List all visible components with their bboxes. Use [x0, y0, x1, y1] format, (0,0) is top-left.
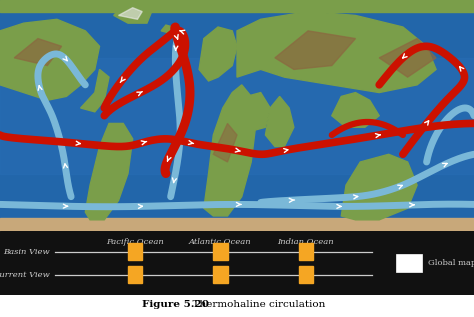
- Text: Figure 5.20: Figure 5.20: [142, 300, 209, 309]
- Polygon shape: [213, 123, 237, 162]
- Polygon shape: [389, 62, 403, 81]
- Polygon shape: [379, 39, 436, 77]
- Bar: [299, 266, 313, 283]
- Bar: [128, 266, 142, 283]
- Polygon shape: [81, 69, 109, 112]
- Polygon shape: [199, 27, 237, 81]
- Bar: [0, 0, 474, 12]
- Bar: [0, 218, 474, 231]
- Text: Atlantic Ocean: Atlantic Ocean: [189, 238, 252, 246]
- Bar: [213, 266, 228, 283]
- Polygon shape: [161, 25, 173, 33]
- Polygon shape: [332, 93, 379, 127]
- Bar: [213, 243, 228, 260]
- Polygon shape: [85, 123, 133, 220]
- Text: Thermohaline circulation: Thermohaline circulation: [186, 300, 325, 309]
- Polygon shape: [265, 96, 294, 146]
- Text: Pacific Ocean: Pacific Ocean: [106, 238, 164, 246]
- Polygon shape: [237, 12, 436, 93]
- Bar: [396, 254, 422, 272]
- Polygon shape: [242, 93, 270, 131]
- Polygon shape: [14, 39, 62, 66]
- Polygon shape: [114, 4, 152, 23]
- Polygon shape: [341, 154, 417, 220]
- Text: Basin View: Basin View: [3, 248, 50, 256]
- Bar: [0, 58, 474, 174]
- Text: Global map: Global map: [428, 259, 474, 267]
- Bar: [299, 243, 313, 260]
- Polygon shape: [204, 85, 256, 216]
- Text: Indian Ocean: Indian Ocean: [277, 238, 334, 246]
- Polygon shape: [118, 8, 142, 19]
- Bar: [128, 243, 142, 260]
- Text: Current View: Current View: [0, 270, 50, 279]
- Polygon shape: [275, 31, 356, 69]
- Polygon shape: [0, 19, 100, 100]
